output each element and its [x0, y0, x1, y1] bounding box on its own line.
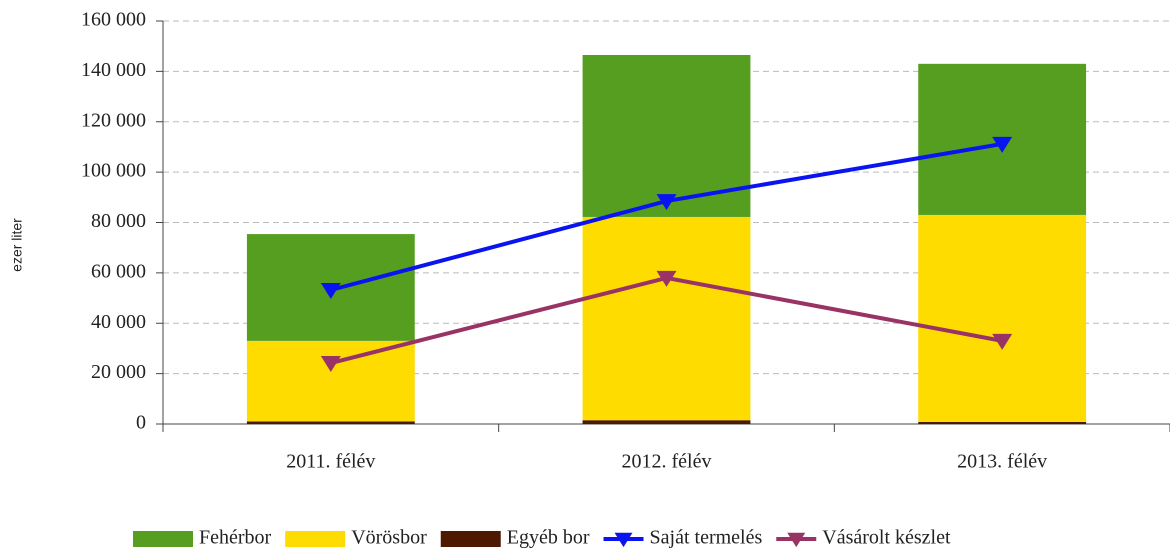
marker	[992, 136, 1013, 153]
y-tick-label: 100 000	[81, 160, 146, 182]
legend-swatch	[285, 531, 346, 547]
legend-label: Fehérbor	[199, 527, 272, 549]
legend-swatch	[440, 531, 501, 547]
y-tick-label: 0	[136, 412, 146, 434]
bar-segment	[918, 421, 1087, 424]
marker	[320, 356, 341, 373]
marker	[320, 283, 341, 300]
y-tick-label: 120 000	[81, 109, 146, 131]
y-tick-label: 40 000	[91, 311, 146, 333]
marker	[992, 333, 1013, 350]
x-tick-label: 2013. félév	[957, 451, 1047, 473]
y-axis-label: ezer liter	[9, 218, 25, 272]
y-tick-label: 140 000	[81, 59, 146, 81]
bar-segment	[582, 216, 751, 421]
x-tick-label: 2011. félév	[286, 451, 375, 473]
marker	[656, 194, 677, 211]
legend-label: Saját termelés	[650, 527, 763, 549]
y-tick-label: 80 000	[91, 210, 146, 232]
legend-label: Egyéb bor	[507, 527, 590, 549]
legend-label: Vörösbor	[351, 527, 427, 549]
marker	[656, 270, 677, 287]
y-tick-label: 160 000	[81, 9, 146, 31]
bar-segment	[246, 340, 415, 422]
y-tick-label: 60 000	[91, 260, 146, 282]
legend-swatch	[133, 531, 193, 547]
legend-marker	[614, 532, 633, 548]
x-tick-label: 2012. félév	[622, 451, 712, 473]
bar-segment	[918, 214, 1087, 422]
bar-segment	[582, 420, 751, 424]
y-tick-label: 20 000	[91, 361, 146, 383]
bar-segment	[246, 421, 415, 424]
legend-label: Vásárolt készlet	[822, 527, 951, 549]
legend-marker	[787, 532, 806, 548]
